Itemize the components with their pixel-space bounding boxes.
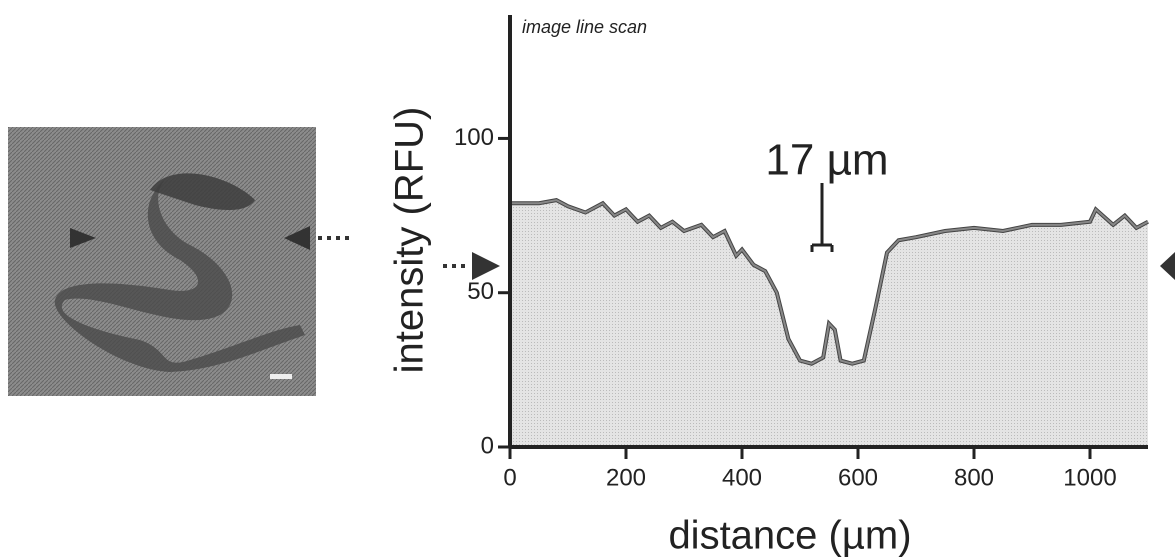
x-tick-label: 1000 xyxy=(1063,464,1116,491)
y-axis-label: intensity (RFU) xyxy=(388,107,432,374)
x-tick-label: 800 xyxy=(954,464,994,491)
annotation-bracket xyxy=(810,183,834,252)
annotation: 17 µm xyxy=(765,136,888,185)
x-tick-label: 400 xyxy=(722,464,762,491)
x-tick-label: 200 xyxy=(606,464,646,491)
micrograph xyxy=(8,127,1175,396)
line xyxy=(510,199,1149,365)
x-tick-label: 600 xyxy=(838,464,878,491)
y-tick-label: 100 xyxy=(454,124,494,151)
x-tick-label: 0 xyxy=(503,464,516,491)
y-tick-label: 50 xyxy=(467,278,494,305)
y-tick-label: 0 xyxy=(481,432,494,459)
chart-title: image line scan xyxy=(522,17,647,37)
x-axis-label: distance (µm) xyxy=(668,514,911,558)
area-fill xyxy=(510,200,1148,447)
